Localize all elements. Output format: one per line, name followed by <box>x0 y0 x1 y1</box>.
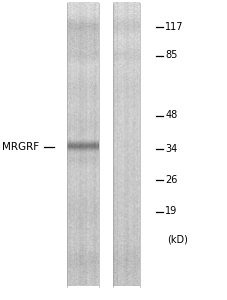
Text: (kD): (kD) <box>167 235 187 245</box>
Text: 85: 85 <box>165 50 177 61</box>
Text: 34: 34 <box>165 143 177 154</box>
Text: 117: 117 <box>165 22 183 32</box>
Text: 26: 26 <box>165 175 177 185</box>
Text: 48: 48 <box>165 110 177 121</box>
Text: 19: 19 <box>165 206 177 217</box>
Text: MRGRF: MRGRF <box>2 142 39 152</box>
